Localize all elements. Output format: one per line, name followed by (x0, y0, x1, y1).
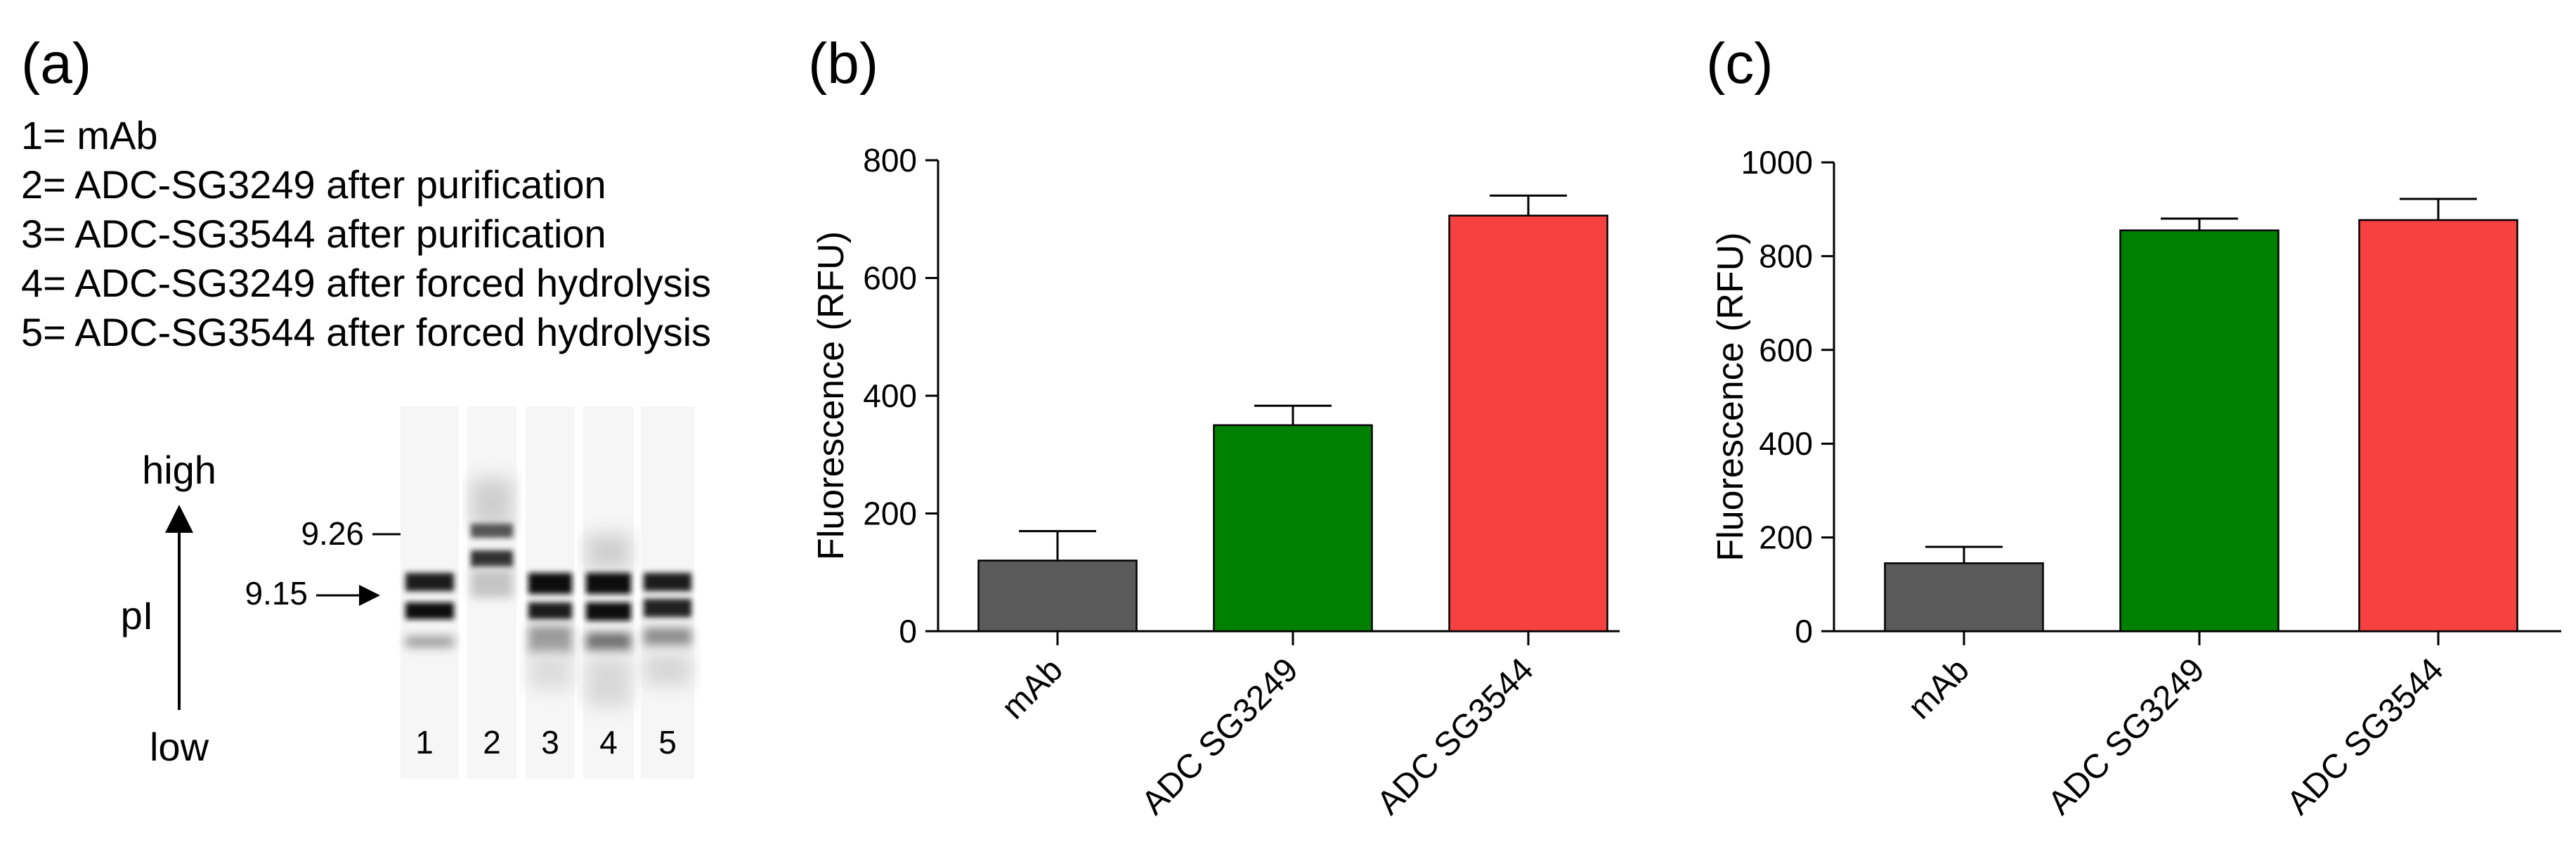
y-tick-label: 0 (1795, 613, 1813, 649)
gel-band (471, 569, 513, 597)
gel-band (528, 602, 572, 619)
gel-band (471, 550, 513, 567)
gel-lane-number: 4 (599, 724, 618, 761)
legend-item-5: 5= ADC-SG3544 after forced hydrolysis (21, 310, 711, 354)
gel-band (586, 573, 631, 594)
pi-axis-name: pI (121, 593, 154, 638)
bar-adc-sg3544 (2358, 219, 2518, 633)
x-category-label: ADC SG3544 (2280, 651, 2451, 822)
bar-adc-sg3249 (2119, 229, 2279, 633)
x-category-label: mAb (995, 651, 1070, 726)
pi-axis-low-label: low (150, 725, 209, 769)
pi-marker-upper-label: 9.26 (301, 515, 364, 552)
y-tick-label: 600 (863, 260, 917, 297)
panel-c-label: (c) (1706, 32, 1774, 96)
y-axis-label: Fluorescence (RFU) (1710, 232, 1751, 561)
x-category-label: mAb (1901, 651, 1977, 726)
bar-adc-sg3544 (1448, 214, 1608, 633)
gel-band (471, 524, 513, 538)
gel-band (586, 602, 631, 621)
pi-marker-lower-label: 9.15 (245, 575, 308, 612)
pi-axis-high-label: high (142, 448, 216, 492)
gel-lane-number: 1 (415, 724, 434, 761)
y-tick-label: 800 (1759, 238, 1813, 274)
bar-adc-sg3249 (1213, 424, 1373, 633)
gel-lane-5 (641, 406, 694, 779)
gel-lane-number: 3 (541, 724, 559, 761)
x-category-label: ADC SG3249 (1135, 651, 1306, 822)
gel-band (644, 573, 691, 591)
legend-item-3: 3= ADC-SG3544 after purification (21, 212, 606, 256)
gel-lane-number: 5 (658, 724, 677, 761)
y-tick-label: 1000 (1741, 144, 1813, 181)
y-tick-label: 800 (863, 142, 917, 179)
gel-band (528, 573, 572, 594)
x-category-label: ADC SG3249 (2041, 651, 2212, 822)
gel-image: 1 2 3 4 5 (401, 406, 694, 779)
panel-b-label: (b) (808, 32, 878, 96)
gel-band (405, 573, 454, 591)
y-tick-label: 400 (863, 377, 917, 414)
y-tick-label: 400 (1759, 425, 1813, 462)
gel-band (405, 636, 454, 647)
gel-band (644, 628, 691, 646)
bar-mab (1884, 562, 2044, 633)
x-category-label: ADC SG3544 (1370, 651, 1541, 822)
gel-band (586, 534, 631, 569)
gel-band (405, 602, 454, 619)
gel-band (644, 654, 691, 685)
y-tick-label: 0 (899, 613, 917, 649)
y-axis-label: Fluorescence (RFU) (811, 231, 852, 560)
gel-band (586, 633, 631, 651)
legend-item-1: 1= mAb (21, 113, 158, 157)
gel-band (644, 599, 691, 617)
gel-band (471, 478, 513, 527)
panel-c-chart: (c) 0 200 400 600 800 1000 Fluorescence (RFU) m… (1706, 32, 2561, 822)
gel-band (528, 654, 572, 689)
y-tick-label: 200 (1759, 519, 1813, 556)
bar-mab (977, 560, 1138, 633)
gel-lane-1 (401, 406, 459, 779)
panel-a-label: (a) (21, 32, 91, 96)
panel-a: (a) 1= mAb 2= ADC-SG3249 after purificat… (21, 32, 711, 779)
gel-lane-number: 2 (483, 724, 501, 761)
legend-item-4: 4= ADC-SG3249 after forced hydrolysis (21, 261, 711, 305)
gel-band (528, 626, 572, 654)
y-tick-label: 200 (863, 496, 917, 532)
gel-band (586, 657, 631, 706)
panel-b-chart: (b) 0 200 400 600 800 Fluorescence (RFU) mAb AD… (808, 32, 1620, 822)
y-tick-label: 600 (1759, 332, 1813, 368)
legend-item-2: 2= ADC-SG3249 after purification (21, 162, 606, 207)
